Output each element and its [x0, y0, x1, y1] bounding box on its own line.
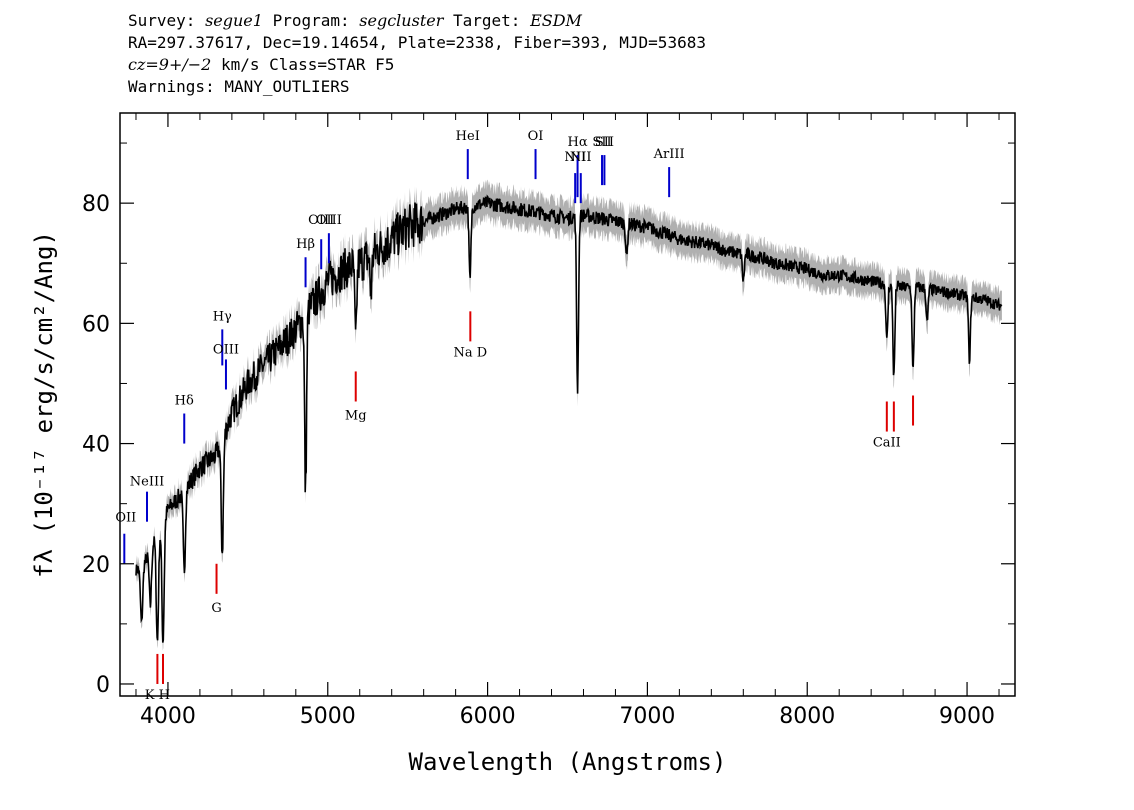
- emission-line-label: OII: [115, 511, 136, 526]
- absorption-line-label: CaII: [873, 436, 901, 451]
- x-tick-label: 5000: [300, 704, 356, 729]
- emission-line-label: NII: [570, 150, 592, 165]
- y-tick-label: 20: [82, 553, 110, 578]
- y-tick-label: 40: [82, 433, 110, 458]
- emission-line-label: OIII: [316, 213, 342, 228]
- header-line-coordinates: RA=297.37617, Dec=19.14654, Plate=2338, …: [128, 33, 706, 52]
- spectrum-line: [135, 194, 1003, 643]
- spectrum-error-band: [136, 179, 1002, 651]
- emission-line-label: SII: [595, 135, 614, 150]
- emission-line-label: OIII: [308, 213, 334, 228]
- x-tick-label: 7000: [619, 704, 675, 729]
- emission-line-label: HeI: [456, 129, 480, 144]
- y-tick-label: 60: [82, 312, 110, 337]
- emission-line-label: NeIII: [130, 475, 164, 490]
- header-line-survey: Survey: segue1 Program: segcluster Targe…: [128, 11, 582, 30]
- absorption-line-label: G: [211, 601, 221, 616]
- emission-line-label: NII: [564, 150, 586, 165]
- emission-line-label: Hβ: [296, 237, 315, 252]
- emission-line-label: ArIII: [653, 147, 685, 162]
- survey-name: segue1: [205, 11, 263, 30]
- target-name: ESDM: [530, 11, 582, 30]
- spectrum-header: Survey: segue1 Program: segcluster Targe…: [128, 10, 706, 98]
- plot-frame: [119, 112, 1016, 697]
- x-tick-label: 8000: [779, 704, 835, 729]
- y-tick-label: 80: [82, 192, 110, 217]
- header-line-redshift: cz=9+/−2 km/s Class=STAR F5: [128, 55, 395, 74]
- y-tick-label: 0: [96, 673, 110, 698]
- absorption-line-label: Na D: [453, 345, 487, 360]
- absorption-line-label: Mg: [345, 409, 367, 424]
- emission-line-label: Hδ: [175, 394, 194, 409]
- x-tick-label: 9000: [939, 704, 995, 729]
- header-line-warnings: Warnings: MANY_OUTLIERS: [128, 77, 350, 96]
- axes: 4000 5000 6000 7000 8000 9000 0 20 40 60 80: [82, 113, 1015, 729]
- redshift-value: cz=9+/−2: [128, 55, 212, 74]
- program-name: segcluster: [359, 11, 444, 30]
- emission-line-label: Hα: [568, 135, 588, 150]
- x-tick-label: 6000: [460, 704, 516, 729]
- y-axis-title: fλ (10⁻¹⁷ erg/s/cm²/Ang): [30, 231, 58, 578]
- emission-line-label: Hγ: [213, 309, 232, 324]
- x-axis-title: Wavelength (Angstroms): [409, 748, 727, 776]
- emission-line-label: OI: [528, 129, 544, 144]
- emission-line-label: OIII: [213, 342, 239, 357]
- emission-line-label: SII: [592, 135, 611, 150]
- x-tick-label: 4000: [140, 704, 196, 729]
